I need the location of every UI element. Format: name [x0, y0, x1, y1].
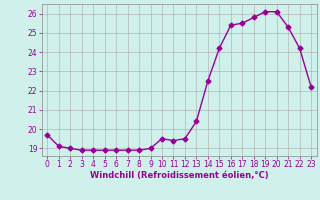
- X-axis label: Windchill (Refroidissement éolien,°C): Windchill (Refroidissement éolien,°C): [90, 171, 268, 180]
